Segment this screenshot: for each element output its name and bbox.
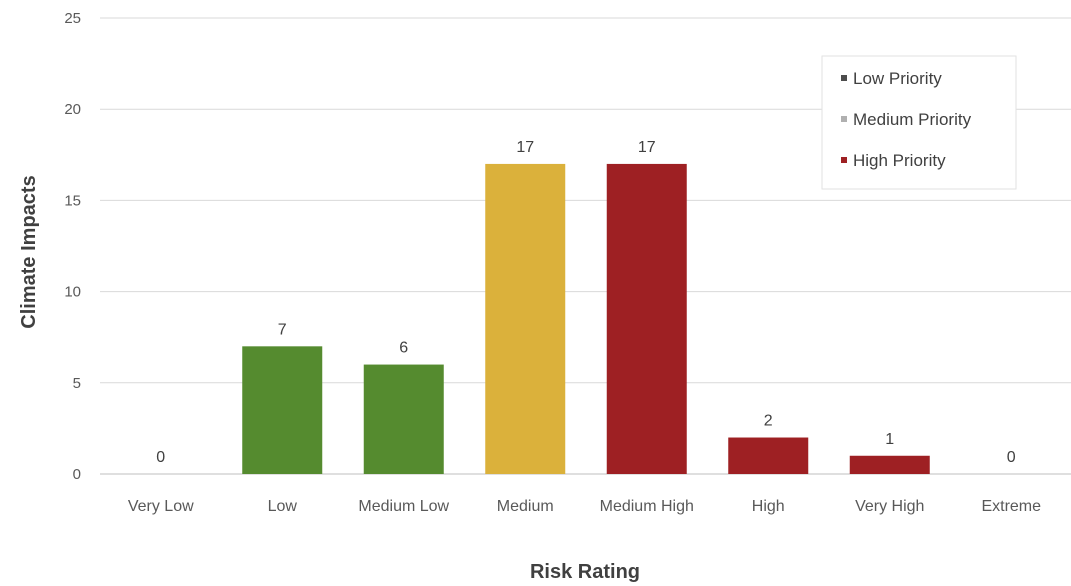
- data-labels: 0 7 6 17 17 2 1 0: [156, 139, 1016, 466]
- legend-box: [821, 55, 1017, 190]
- legend-marker: [841, 157, 847, 163]
- data-label: 0: [156, 449, 165, 466]
- legend-item-label: Low Priority: [853, 69, 942, 88]
- x-tick-label: Medium High: [600, 498, 694, 515]
- bar: [485, 163, 566, 475]
- y-tick-label: 15: [64, 192, 81, 209]
- x-axis-categories: Very Low Low Medium Low Medium Medium High Hi…: [128, 498, 1041, 515]
- data-label: 6: [399, 340, 408, 357]
- bars: [242, 163, 930, 475]
- y-tick-label: 0: [73, 466, 81, 483]
- data-label: 2: [764, 413, 773, 430]
- data-label: 17: [516, 139, 534, 156]
- bar: [363, 364, 444, 474]
- x-tick-label: Low: [268, 498, 298, 515]
- legend-item-label: Medium Priority: [853, 110, 972, 129]
- x-tick-label: Medium: [497, 498, 554, 515]
- y-tick-label: 20: [64, 101, 81, 118]
- data-label: 1: [885, 431, 894, 448]
- bar: [242, 346, 323, 474]
- x-axis-title: Risk Rating: [530, 561, 640, 583]
- bar: [849, 455, 930, 474]
- bar: [606, 163, 687, 475]
- y-axis-title: Climate Impacts: [18, 175, 40, 328]
- data-label: 17: [638, 139, 656, 156]
- y-tick-label: 5: [73, 375, 81, 392]
- x-tick-label: Very Low: [128, 498, 194, 515]
- x-tick-label: Extreme: [981, 498, 1041, 515]
- legend-marker: [841, 116, 847, 122]
- x-tick-label: Medium Low: [358, 498, 449, 515]
- y-tick-label: 25: [64, 10, 81, 27]
- x-tick-label: High: [752, 498, 785, 515]
- data-label: 7: [278, 321, 287, 338]
- y-tick-label: 10: [64, 284, 81, 301]
- data-label: 0: [1007, 449, 1016, 466]
- legend-marker: [841, 75, 847, 81]
- legend: Low Priority Medium Priority High Priority: [821, 55, 1017, 190]
- bar: [728, 437, 809, 474]
- y-axis-ticks: 0 5 10 15 20 25: [64, 10, 81, 483]
- x-tick-label: Very High: [855, 498, 924, 515]
- legend-item-label: High Priority: [853, 151, 946, 170]
